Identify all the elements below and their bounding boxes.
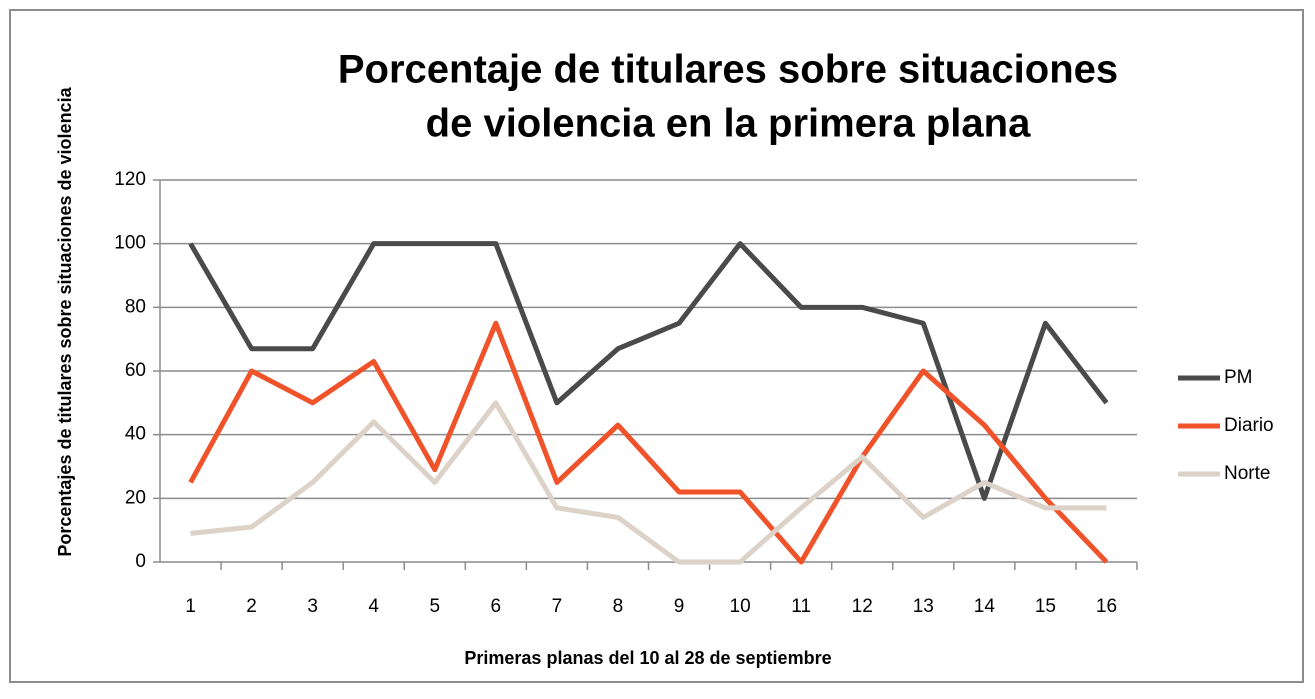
- legend-label: Norte: [1224, 463, 1270, 484]
- y-tick-label: 80: [125, 296, 146, 317]
- x-tick-label: 9: [674, 596, 685, 617]
- y-tick-label: 60: [125, 360, 146, 381]
- legend-label: Diario: [1224, 415, 1274, 436]
- series-line: [188, 320, 1109, 565]
- chart-title: Porcentaje de titulares sobre situacione…: [338, 48, 1118, 92]
- x-tick-label: 14: [974, 596, 996, 617]
- x-tick-label: 10: [730, 596, 751, 617]
- x-tick-label: 5: [429, 596, 440, 617]
- x-tick-label: 8: [613, 596, 624, 617]
- x-tick-label: 11: [791, 596, 811, 617]
- y-tick-label: 120: [114, 169, 146, 190]
- series-line: [190, 400, 1107, 565]
- legend-label: PM: [1224, 367, 1253, 388]
- y-axis-title: Porcentajes de titulares sobre situacion…: [55, 86, 75, 556]
- y-tick-label: 100: [114, 233, 146, 254]
- x-tick-label: 6: [491, 596, 502, 617]
- x-tick-label: 13: [913, 596, 934, 617]
- series-line: [188, 241, 1109, 501]
- x-tick-label: 7: [552, 596, 563, 617]
- x-axis-title: Primeras planas del 10 al 28 de septiemb…: [464, 648, 831, 668]
- chart-title: de violencia en la primera plana: [426, 102, 1031, 146]
- y-tick-label: 20: [125, 487, 146, 508]
- x-tick-label: 3: [307, 596, 318, 617]
- y-tick-label: 0: [135, 551, 146, 572]
- chart-frame: [9, 9, 1304, 683]
- x-tick-label: 2: [246, 596, 257, 617]
- x-tick-label: 12: [852, 596, 873, 617]
- y-tick-label: 40: [125, 424, 146, 445]
- x-tick-label: 16: [1096, 596, 1117, 617]
- x-tick-label: 4: [368, 596, 379, 617]
- x-tick-label: 15: [1035, 596, 1056, 617]
- x-tick-label: 1: [185, 596, 196, 617]
